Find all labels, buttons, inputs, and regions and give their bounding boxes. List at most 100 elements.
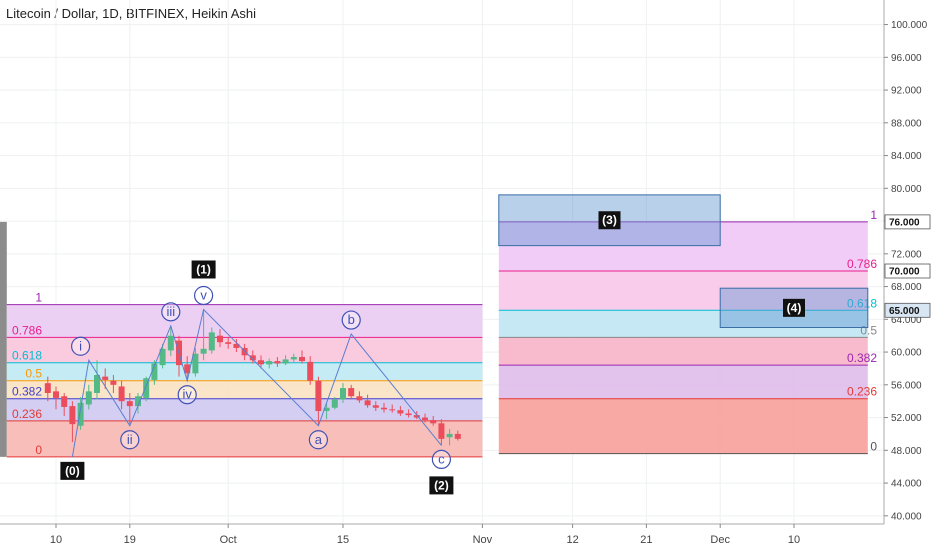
y-tick-label: 92.000	[891, 86, 922, 97]
y-tick-label: 56.000	[891, 380, 922, 391]
candle-body	[126, 401, 133, 407]
price-tag-label: 65.000	[889, 306, 920, 317]
candle-body	[94, 374, 100, 393]
fib2-band-0.382	[498, 365, 868, 399]
candle-body	[364, 400, 371, 406]
wave-marker	[431, 449, 451, 469]
x-tick-label: Oct	[220, 534, 237, 546]
x-tick-label: Nov	[473, 534, 493, 546]
wave-box-marker	[60, 461, 85, 480]
candle-body	[208, 332, 215, 351]
fib2-level-label: 0.618	[847, 296, 877, 310]
candle-body	[258, 360, 264, 365]
candle-body	[184, 364, 191, 374]
candle-body	[340, 388, 346, 400]
wave-label-iv: iv	[183, 387, 193, 402]
candle-body	[233, 343, 240, 348]
candle-body	[53, 391, 59, 398]
price-tag-label: 70.000	[889, 267, 920, 278]
y-tick-label: 72.000	[891, 249, 922, 260]
fib2-band-1	[498, 221, 868, 272]
fib1-level-label: 0.786	[12, 323, 42, 337]
candle-body	[381, 407, 387, 410]
wave-marker	[161, 302, 181, 322]
wave-label-i: i	[79, 338, 82, 353]
fib2-level-label: 1	[870, 208, 877, 222]
fib1-level-label: 0.236	[12, 407, 42, 421]
candle-body	[110, 380, 117, 385]
fib2-band-0.786	[498, 271, 868, 311]
candle-body	[266, 361, 273, 365]
candle-body	[192, 353, 199, 374]
wave-label-(0): (0)	[65, 464, 80, 478]
candle-body	[315, 380, 322, 412]
wave-marker	[341, 310, 361, 330]
wave-marker	[177, 385, 197, 405]
wave-box-marker	[191, 260, 216, 279]
x-tick-label: 21	[640, 534, 652, 546]
candle-body	[348, 388, 355, 397]
wave-marker	[194, 285, 214, 306]
y-tick-label: 80.000	[891, 184, 922, 195]
candle-body	[397, 410, 404, 414]
candle-body	[389, 409, 396, 411]
candle-body	[356, 396, 363, 401]
shaded-block	[0, 221, 7, 457]
price-tag	[884, 302, 931, 318]
y-tick-label: 60.000	[891, 348, 922, 359]
fib1-band-0.5	[6, 380, 483, 399]
candle-body	[331, 399, 338, 408]
candle-body	[85, 391, 92, 405]
wave-marker	[120, 430, 140, 450]
fib2-band-0.236	[498, 398, 868, 454]
x-tick-label: Dec	[710, 534, 730, 546]
y-tick-label: 88.000	[891, 118, 922, 129]
wave-label-a: a	[315, 432, 323, 447]
y-tick-label: 48.000	[891, 446, 922, 457]
x-tick-label: 15	[337, 534, 349, 546]
candle-body	[446, 433, 453, 438]
x-tick-label: 10	[50, 534, 62, 546]
elliott-wave-path	[71, 308, 442, 457]
y-tick-label: 68.000	[891, 282, 922, 293]
wave-label-b: b	[348, 312, 355, 327]
fib1-band-0.382	[6, 398, 483, 421]
fib2-band-0.5	[498, 337, 868, 366]
candle-body	[290, 356, 297, 360]
wave-label-(1): (1)	[196, 262, 211, 276]
y-tick-label: 40.000	[891, 511, 922, 522]
wave-label-(2): (2)	[434, 478, 449, 492]
wave-label-ii: ii	[127, 432, 133, 447]
wave-box-marker	[429, 476, 454, 495]
candle-body	[307, 361, 314, 381]
fib2-band-0.618	[498, 310, 868, 338]
candle-body	[454, 433, 461, 439]
candle-body	[159, 348, 166, 366]
candle-body	[61, 396, 68, 407]
wave-label-iii: iii	[166, 304, 175, 319]
chart-title: Litecoin / Dollar, 1D, BITFINEX, Heikin …	[6, 6, 256, 21]
x-tick-label: 19	[124, 534, 136, 546]
candle-body	[167, 335, 174, 351]
wave-box-label: (4)	[787, 301, 802, 315]
fib2-level-label: 0.236	[847, 385, 877, 399]
candle-body	[217, 335, 223, 343]
candle-body	[282, 359, 289, 364]
candle-body	[249, 355, 256, 361]
candle-body	[422, 417, 428, 421]
y-tick-label: 64.000	[891, 315, 922, 326]
fib1-band-0.618	[6, 362, 483, 381]
wave-label-c: c	[438, 451, 445, 466]
candle-body	[405, 413, 412, 416]
candle-body	[77, 402, 84, 426]
candle-body	[274, 361, 281, 364]
fib1-level-label: 0.5	[25, 367, 42, 381]
candle-body	[372, 405, 379, 408]
fib1-level-label: 0.382	[12, 385, 42, 399]
candle-body	[323, 407, 330, 412]
fib2-level-label: 0	[870, 440, 877, 454]
wave-marker	[70, 336, 91, 356]
candle-body	[438, 423, 445, 439]
fib1-band-0.236	[6, 420, 483, 457]
